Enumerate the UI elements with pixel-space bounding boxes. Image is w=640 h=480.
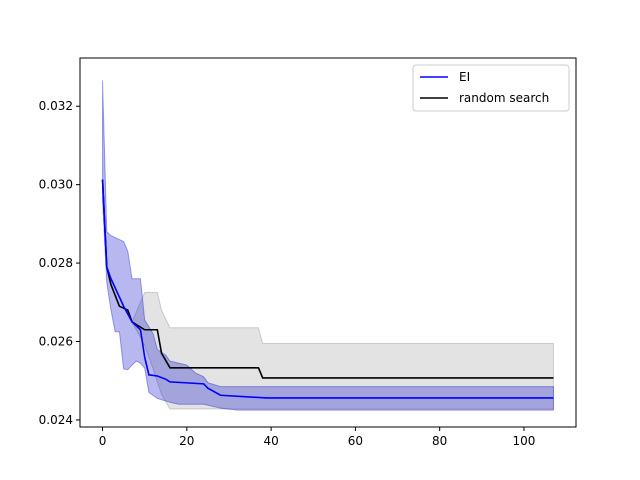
- band-ei: [102, 80, 554, 411]
- x-axis: 0 20 40 60 80 100: [99, 427, 536, 448]
- confidence-bands: [102, 80, 554, 411]
- y-tick-label: 0.026: [39, 335, 73, 349]
- legend-label: EI: [459, 70, 470, 84]
- x-tick-label: 60: [348, 434, 363, 448]
- series-lines: [101, 179, 554, 399]
- line-ei: [101, 179, 554, 399]
- y-tick-label: 0.030: [39, 178, 73, 192]
- plot-frame: [79, 57, 577, 428]
- x-tick-label: 0: [99, 434, 107, 448]
- y-axis: 0.024 0.026 0.028 0.030 0.032: [39, 99, 80, 427]
- x-tick-label: 20: [179, 434, 194, 448]
- legend: EI random search: [412, 64, 570, 112]
- y-tick-label: 0.028: [39, 256, 73, 270]
- y-tick-label: 0.032: [39, 99, 73, 113]
- x-tick-label: 100: [513, 434, 536, 448]
- line-random-search: [101, 179, 554, 379]
- legend-label: random search: [459, 91, 549, 105]
- y-tick-label: 0.024: [39, 413, 73, 427]
- x-tick-label: 40: [263, 434, 278, 448]
- legend-box: [412, 64, 570, 112]
- x-tick-label: 80: [432, 434, 447, 448]
